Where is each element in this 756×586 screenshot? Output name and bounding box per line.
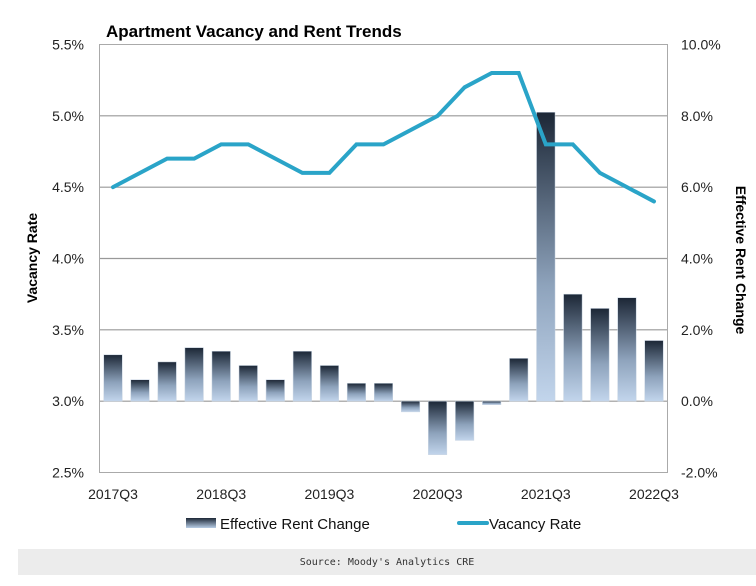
bar-2022Q3 bbox=[644, 340, 664, 402]
bar-2018Q1 bbox=[157, 361, 177, 402]
chart-title: Apartment Vacancy and Rent Trends bbox=[106, 22, 402, 41]
right-tick-label: 0.0% bbox=[681, 393, 713, 409]
chart: Apartment Vacancy and Rent Trends 2.5% 3.… bbox=[24, 22, 749, 533]
left-tick-label: 5.0% bbox=[52, 108, 84, 124]
left-axis-ticks: 2.5% 3.0% 3.5% 4.0% 4.5% 5.0% 5.5% bbox=[52, 37, 84, 481]
left-tick-label: 3.0% bbox=[52, 393, 84, 409]
x-tick-label: 2021Q3 bbox=[521, 486, 571, 502]
x-tick-label: 2018Q3 bbox=[196, 486, 246, 502]
right-tick-label: 10.0% bbox=[681, 37, 721, 53]
left-tick-label: 2.5% bbox=[52, 465, 84, 481]
right-axis-title: Effective Rent Change bbox=[733, 186, 749, 335]
legend-swatch-bar bbox=[186, 518, 216, 528]
right-tick-label: 4.0% bbox=[681, 251, 713, 267]
x-tick-label: 2017Q3 bbox=[88, 486, 138, 502]
bar-2020Q4 bbox=[455, 400, 475, 441]
legend-label-rent: Effective Rent Change bbox=[220, 516, 370, 533]
bar-2019Q2 bbox=[292, 350, 312, 402]
left-axis-title: Vacancy Rate bbox=[24, 213, 40, 303]
plot-frame bbox=[99, 44, 668, 473]
right-tick-label: -2.0% bbox=[681, 465, 718, 481]
source-footer: Source: Moody's Analytics CRE bbox=[18, 549, 756, 575]
bar-2021Q2 bbox=[509, 358, 529, 402]
left-tick-label: 5.5% bbox=[52, 37, 84, 53]
bar-2020Q1 bbox=[374, 383, 393, 402]
bar-2019Q4 bbox=[346, 383, 366, 402]
legend-label-vacancy: Vacancy Rate bbox=[489, 516, 581, 533]
line-series bbox=[111, 71, 656, 204]
bar-2020Q2 bbox=[401, 400, 421, 413]
left-tick-label: 4.5% bbox=[52, 179, 84, 195]
bar-2022Q2 bbox=[617, 297, 637, 402]
bar-2021Q1 bbox=[482, 400, 502, 405]
vacancy-rate-line bbox=[111, 71, 656, 204]
bar-2018Q3 bbox=[211, 350, 231, 402]
x-tick-label: 2020Q3 bbox=[413, 486, 463, 502]
bar-2019Q1 bbox=[265, 379, 285, 402]
left-tick-label: 4.0% bbox=[52, 251, 84, 267]
legend: Effective Rent Change Vacancy Rate bbox=[186, 516, 581, 533]
right-axis-ticks: -2.0% 0.0% 2.0% 4.0% 6.0% 8.0% 10.0% bbox=[681, 37, 721, 481]
bar-2022Q1 bbox=[590, 308, 610, 402]
bar-2017Q4 bbox=[130, 379, 150, 402]
x-tick-label: 2022Q3 bbox=[629, 486, 679, 502]
right-tick-label: 8.0% bbox=[681, 108, 713, 124]
left-tick-label: 3.5% bbox=[52, 322, 84, 338]
x-axis-ticks: 2017Q3 2018Q3 2019Q3 2020Q3 2021Q3 2022Q3 bbox=[88, 486, 679, 502]
bar-series bbox=[103, 112, 664, 455]
x-tick-label: 2019Q3 bbox=[304, 486, 354, 502]
right-tick-label: 6.0% bbox=[681, 179, 713, 195]
bar-2020Q3 bbox=[428, 400, 448, 455]
bar-2018Q2 bbox=[184, 347, 204, 402]
bar-2021Q3 bbox=[536, 112, 556, 402]
bar-2017Q3 bbox=[103, 354, 123, 402]
right-tick-label: 2.0% bbox=[681, 322, 713, 338]
bar-2021Q4 bbox=[563, 293, 583, 402]
source-text: Source: Moody's Analytics CRE bbox=[299, 556, 475, 568]
bar-2019Q3 bbox=[319, 365, 339, 402]
bar-2018Q4 bbox=[238, 365, 258, 402]
